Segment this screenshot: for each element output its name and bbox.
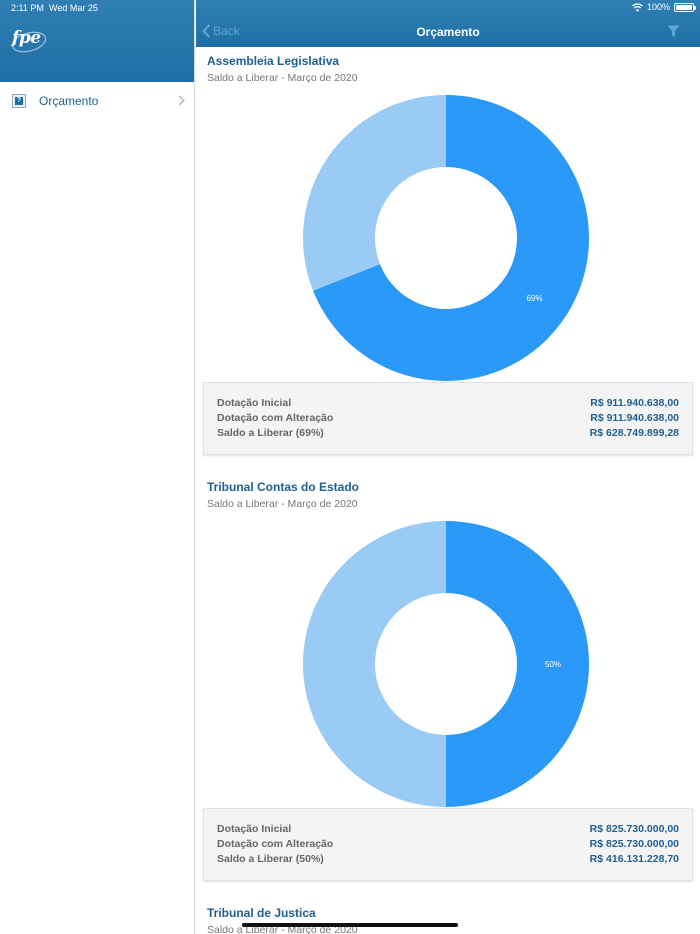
status-right: 100% [632, 2, 696, 12]
section-title: Assembleia Legislativa [207, 54, 340, 68]
sidebar: fpe ? Orçamento [0, 0, 195, 934]
row-label: Dotação Inicial [217, 823, 292, 835]
status-time: 2:11 PM [11, 3, 44, 13]
status-bar: 2:11 PM Wed Mar 25 100% [0, 0, 700, 16]
row-label: Saldo a Liberar (50%) [217, 853, 324, 865]
summary-row: Saldo a Liberar (50%) R$ 416.131.228,70 [217, 853, 679, 868]
summary-row: Dotação Inicial R$ 825.730.000,00 [217, 823, 679, 838]
status-date: Wed Mar 25 [49, 3, 98, 13]
row-value: R$ 825.730.000,00 [589, 838, 679, 850]
row-label: Dotação com Alteração [217, 412, 334, 424]
donut-chart: 50% [303, 521, 589, 807]
page-title: Orçamento [416, 25, 480, 39]
back-button[interactable]: Back [202, 24, 240, 38]
row-label: Dotação com Alteração [217, 838, 334, 850]
summary-row: Dotação com Alteração R$ 825.730.000,00 [217, 838, 679, 853]
chevron-left-icon [202, 24, 211, 38]
donut-slice-2 [303, 95, 446, 291]
battery-percent: 100% [646, 2, 670, 12]
row-label: Saldo a Liberar (69%) [217, 427, 324, 439]
wifi-icon [632, 2, 643, 11]
sidebar-item-orcamento[interactable]: ? Orçamento [0, 82, 195, 120]
row-value: R$ 825.730.000,00 [589, 823, 679, 835]
section-subtitle: Saldo a Liberar - Março de 2020 [207, 72, 358, 84]
home-indicator[interactable] [242, 923, 458, 927]
row-value: R$ 628.749.899,28 [589, 427, 679, 439]
sidebar-header: fpe [0, 0, 194, 82]
section-subtitle: Saldo a Liberar - Março de 2020 [207, 924, 358, 934]
logo-swoosh-icon [11, 31, 47, 53]
row-value: R$ 416.131.228,70 [589, 853, 679, 865]
app-logo: fpe [12, 28, 41, 48]
filter-icon[interactable] [667, 25, 680, 38]
main-panel: Back Orçamento Assembleia Legislativa Sa… [196, 0, 700, 934]
row-value: R$ 911.940.638,00 [590, 397, 679, 409]
back-label: Back [213, 24, 240, 38]
sidebar-item-label: Orçamento [39, 94, 99, 108]
battery-icon [674, 2, 696, 12]
summary-row: Saldo a Liberar (69%) R$ 628.749.899,28 [217, 427, 679, 442]
donut-chart: 69% [303, 95, 589, 381]
donut-data-label: 50% [545, 660, 561, 669]
donut-slice-1 [313, 95, 589, 381]
section-title: Tribunal Contas do Estado [207, 480, 360, 494]
summary-card: Dotação Inicial R$ 911.940.638,00 Dotaçã… [203, 382, 693, 455]
nav-bar: Back Orçamento [196, 0, 700, 47]
summary-row: Dotação com Alteração R$ 911.940.638,00 [217, 412, 679, 427]
donut-data-label: 69% [526, 294, 542, 303]
chevron-right-icon [178, 95, 185, 106]
section-title: Tribunal de Justica [207, 906, 316, 920]
row-label: Dotação Inicial [217, 397, 292, 409]
donut-slice-1 [446, 521, 589, 807]
summary-card: Dotação Inicial R$ 825.730.000,00 Dotaçã… [203, 808, 693, 881]
row-value: R$ 911.940.638,00 [590, 412, 679, 424]
summary-row: Dotação Inicial R$ 911.940.638,00 [217, 397, 679, 412]
document-icon: ? [12, 94, 26, 108]
section-subtitle: Saldo a Liberar - Março de 2020 [207, 498, 358, 510]
donut-slice-2 [303, 521, 446, 807]
